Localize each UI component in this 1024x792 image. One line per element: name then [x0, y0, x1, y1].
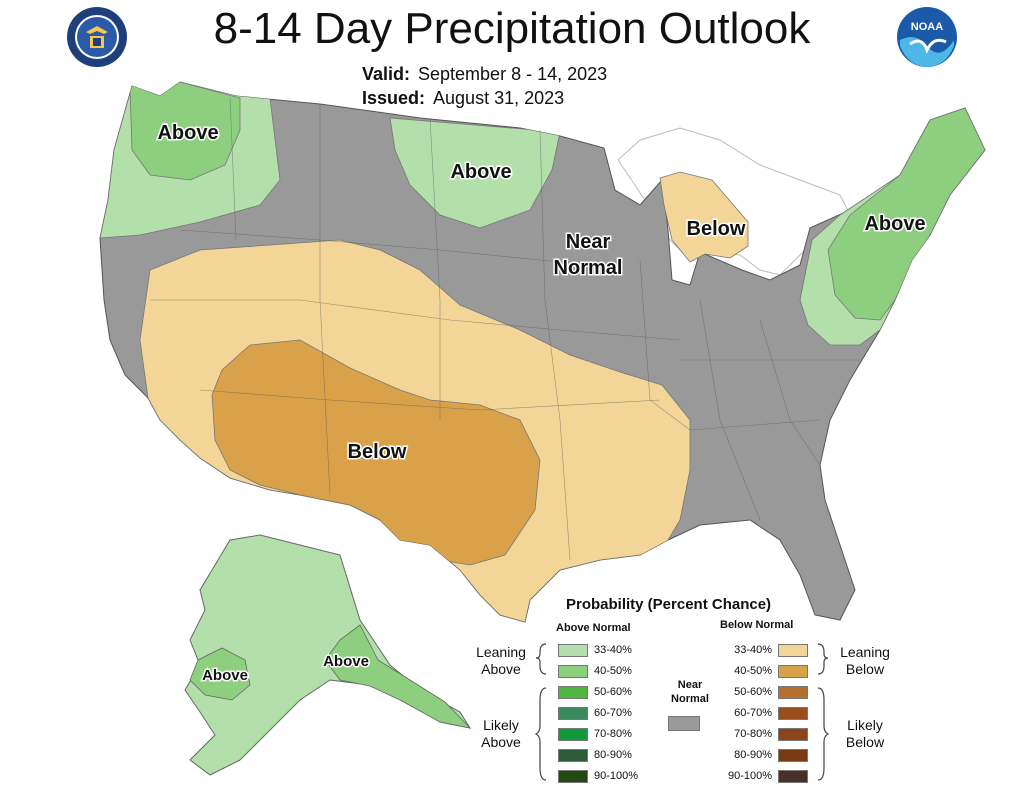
- legend-above-swatch-5: [558, 749, 588, 762]
- legend-title: Probability (Percent Chance): [566, 596, 772, 613]
- legend-below-label-5: 80-90%: [734, 749, 772, 761]
- legend-above-label-3: 60-70%: [594, 707, 632, 719]
- legend-below-swatch-2: [778, 686, 808, 699]
- issued-label: Issued:: [362, 88, 426, 108]
- pnw-above-40-region: [129, 82, 241, 181]
- legend-above-label-2: 50-60%: [594, 686, 632, 698]
- map-label-normal: Normal: [554, 257, 623, 279]
- likely-above-line2: Above: [481, 734, 521, 750]
- legend-below-swatch-1: [778, 665, 808, 678]
- legend-likely-above: Likely Above: [468, 717, 534, 751]
- legend-near-normal-swatch: [668, 716, 700, 731]
- valid-value: September 8 - 14, 2023: [418, 64, 608, 84]
- legend-above-label-1: 40-50%: [594, 665, 632, 677]
- legend-below-swatch-5: [778, 749, 808, 762]
- map-label-northeast: Above: [864, 213, 925, 235]
- map-label-alaska-west: Above: [202, 667, 248, 684]
- legend-above-swatch-3: [558, 707, 588, 720]
- map-label-southwest: Below: [348, 441, 407, 463]
- legend-near-header-line1: Near: [677, 679, 703, 691]
- leaning-below-line1: Leaning: [840, 644, 890, 660]
- legend-below-braces: [817, 643, 830, 781]
- legend-below-label-0: 33-40%: [734, 644, 772, 656]
- legend-above-label-6: 90-100%: [594, 770, 639, 782]
- leaning-above-line2: Above: [481, 661, 521, 677]
- legend-above-swatch-2: [558, 686, 588, 699]
- valid-label: Valid:: [362, 64, 411, 84]
- legend-likely-below: Likely Below: [832, 717, 898, 751]
- legend-above-label-0: 33-40%: [594, 644, 632, 656]
- legend-above-swatch-0: [558, 644, 588, 657]
- legend-below-swatch-3: [778, 707, 808, 720]
- map-label-michigan: Below: [687, 218, 746, 240]
- map-label-dakota: Above: [450, 161, 511, 183]
- legend-above-label-4: 70-80%: [594, 728, 632, 740]
- legend-below-swatch-4: [778, 728, 808, 741]
- alaska-west-above-40-region: [189, 647, 251, 701]
- legend-leaning-below: Leaning Below: [832, 644, 898, 678]
- legend-below-label-3: 60-70%: [734, 707, 772, 719]
- likely-above-line1: Likely: [483, 717, 519, 733]
- legend-below-swatch-0: [778, 644, 808, 657]
- legend-below-label-1: 40-50%: [734, 665, 772, 677]
- legend-below-label-4: 70-80%: [734, 728, 772, 740]
- legend-below-label-2: 50-60%: [734, 686, 772, 698]
- legend-below-label-6: 90-100%: [727, 770, 772, 782]
- issued-line: Issued: August 31, 2023: [362, 88, 564, 109]
- map-label-alaska-southeast: Above: [323, 653, 369, 670]
- dakota-leaning-above-region: [389, 117, 561, 229]
- likely-below-line2: Below: [845, 734, 885, 750]
- southwest-below-40-region: [211, 339, 541, 566]
- map-label-pnw: Above: [157, 122, 218, 144]
- noaa-logo-text: NOAA: [911, 21, 943, 33]
- legend-below-header: Below Normal: [720, 619, 794, 631]
- leaning-above-line1: Leaning: [476, 644, 526, 660]
- legend-leaning-above: Leaning Above: [468, 644, 534, 678]
- legend-above-swatch-4: [558, 728, 588, 741]
- legend-near-header-line2: Normal: [671, 693, 709, 705]
- northeast-above-40-region: [827, 107, 985, 321]
- legend-above-swatch-1: [558, 665, 588, 678]
- alaska-leaning-above-region: [184, 534, 472, 776]
- issued-value: August 31, 2023: [433, 88, 565, 108]
- legend-above-header: Above Normal: [556, 622, 631, 634]
- leaning-below-line2: Below: [845, 661, 885, 677]
- map-label-near: Near: [566, 231, 611, 253]
- page-title: 8-14 Day Precipitation Outlook: [213, 4, 811, 53]
- valid-line: Valid: September 8 - 14, 2023: [362, 64, 607, 85]
- legend-above-label-5: 80-90%: [594, 749, 632, 761]
- legend-near-header: Near Normal: [662, 678, 718, 706]
- michigan-leaning-below-region: [659, 171, 749, 263]
- noaa-logo-icon: NOAA: [897, 7, 957, 67]
- legend-below-swatch-6: [778, 770, 808, 783]
- legend-above-braces: [534, 643, 547, 781]
- alaska-southeast-above-40-region: [324, 624, 472, 729]
- legend-above-swatch-6: [558, 770, 588, 783]
- dept-commerce-seal-icon: [67, 7, 127, 67]
- likely-below-line1: Likely: [847, 717, 883, 733]
